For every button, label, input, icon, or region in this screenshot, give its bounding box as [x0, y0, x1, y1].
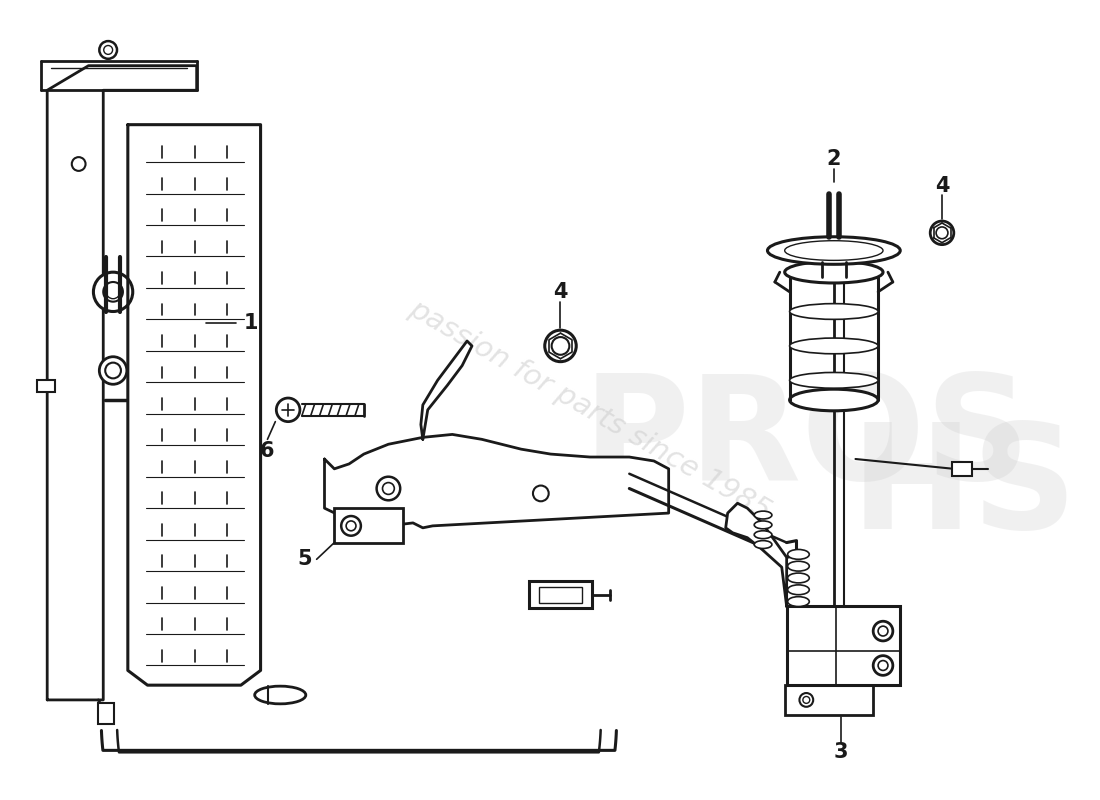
Text: HS: HS [850, 418, 1077, 559]
Ellipse shape [790, 338, 878, 354]
Text: 5: 5 [297, 550, 312, 570]
Text: 3: 3 [834, 742, 848, 762]
Polygon shape [128, 125, 261, 685]
Ellipse shape [790, 373, 878, 388]
Bar [98, 703, 114, 725]
Circle shape [873, 622, 893, 641]
Ellipse shape [788, 550, 810, 559]
Text: 2: 2 [826, 149, 842, 169]
Ellipse shape [790, 389, 878, 411]
Circle shape [99, 41, 117, 58]
Circle shape [931, 221, 954, 245]
Text: 6: 6 [261, 441, 275, 461]
Circle shape [99, 357, 127, 384]
Ellipse shape [768, 237, 900, 264]
Polygon shape [324, 434, 669, 528]
Ellipse shape [790, 304, 878, 319]
Circle shape [800, 693, 813, 706]
Bar [529, 581, 592, 609]
Bar [334, 508, 404, 542]
Circle shape [341, 516, 361, 536]
Circle shape [376, 477, 400, 500]
Text: passion for parts since 1985: passion for parts since 1985 [405, 294, 776, 525]
Bar [37, 380, 55, 392]
Ellipse shape [755, 541, 772, 549]
Polygon shape [726, 503, 786, 606]
Text: 1: 1 [243, 314, 258, 334]
Circle shape [873, 656, 893, 675]
Circle shape [94, 272, 133, 311]
Ellipse shape [255, 686, 306, 704]
Bar [786, 606, 900, 685]
Bar [784, 685, 873, 714]
Ellipse shape [784, 262, 883, 283]
Polygon shape [421, 341, 472, 439]
Ellipse shape [788, 597, 810, 606]
Ellipse shape [755, 521, 772, 529]
Ellipse shape [788, 562, 810, 571]
Circle shape [544, 330, 576, 362]
Bar [539, 587, 582, 602]
Bar [952, 462, 971, 476]
Text: 4: 4 [935, 176, 949, 196]
Text: PROS: PROS [582, 369, 1031, 510]
Ellipse shape [755, 511, 772, 519]
Text: 4: 4 [553, 282, 568, 302]
Circle shape [534, 486, 549, 502]
Ellipse shape [788, 585, 810, 594]
Ellipse shape [755, 530, 772, 538]
Circle shape [276, 398, 300, 422]
Ellipse shape [788, 573, 810, 583]
Circle shape [72, 157, 86, 171]
